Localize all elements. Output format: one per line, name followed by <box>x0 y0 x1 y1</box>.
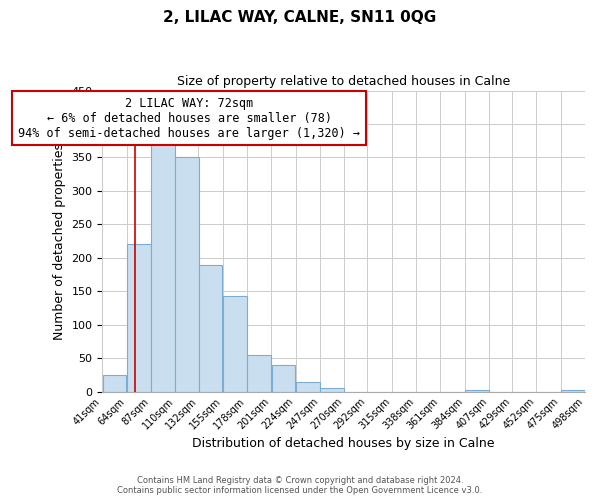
Bar <box>320 388 344 392</box>
Text: 2, LILAC WAY, CALNE, SN11 0QG: 2, LILAC WAY, CALNE, SN11 0QG <box>163 10 437 25</box>
Bar <box>175 158 199 392</box>
Bar <box>247 355 271 392</box>
Y-axis label: Number of detached properties: Number of detached properties <box>53 142 66 340</box>
Text: Contains HM Land Registry data © Crown copyright and database right 2024.
Contai: Contains HM Land Registry data © Crown c… <box>118 476 482 495</box>
Bar <box>151 140 175 392</box>
Bar <box>272 365 295 392</box>
Bar <box>127 244 151 392</box>
Bar <box>561 390 585 392</box>
X-axis label: Distribution of detached houses by size in Calne: Distribution of detached houses by size … <box>193 437 495 450</box>
Bar <box>296 382 320 392</box>
Text: 2 LILAC WAY: 72sqm
← 6% of detached houses are smaller (78)
94% of semi-detached: 2 LILAC WAY: 72sqm ← 6% of detached hous… <box>18 96 360 140</box>
Bar <box>199 264 223 392</box>
Bar <box>465 390 488 392</box>
Bar <box>223 296 247 392</box>
Bar <box>103 375 127 392</box>
Title: Size of property relative to detached houses in Calne: Size of property relative to detached ho… <box>177 75 510 88</box>
